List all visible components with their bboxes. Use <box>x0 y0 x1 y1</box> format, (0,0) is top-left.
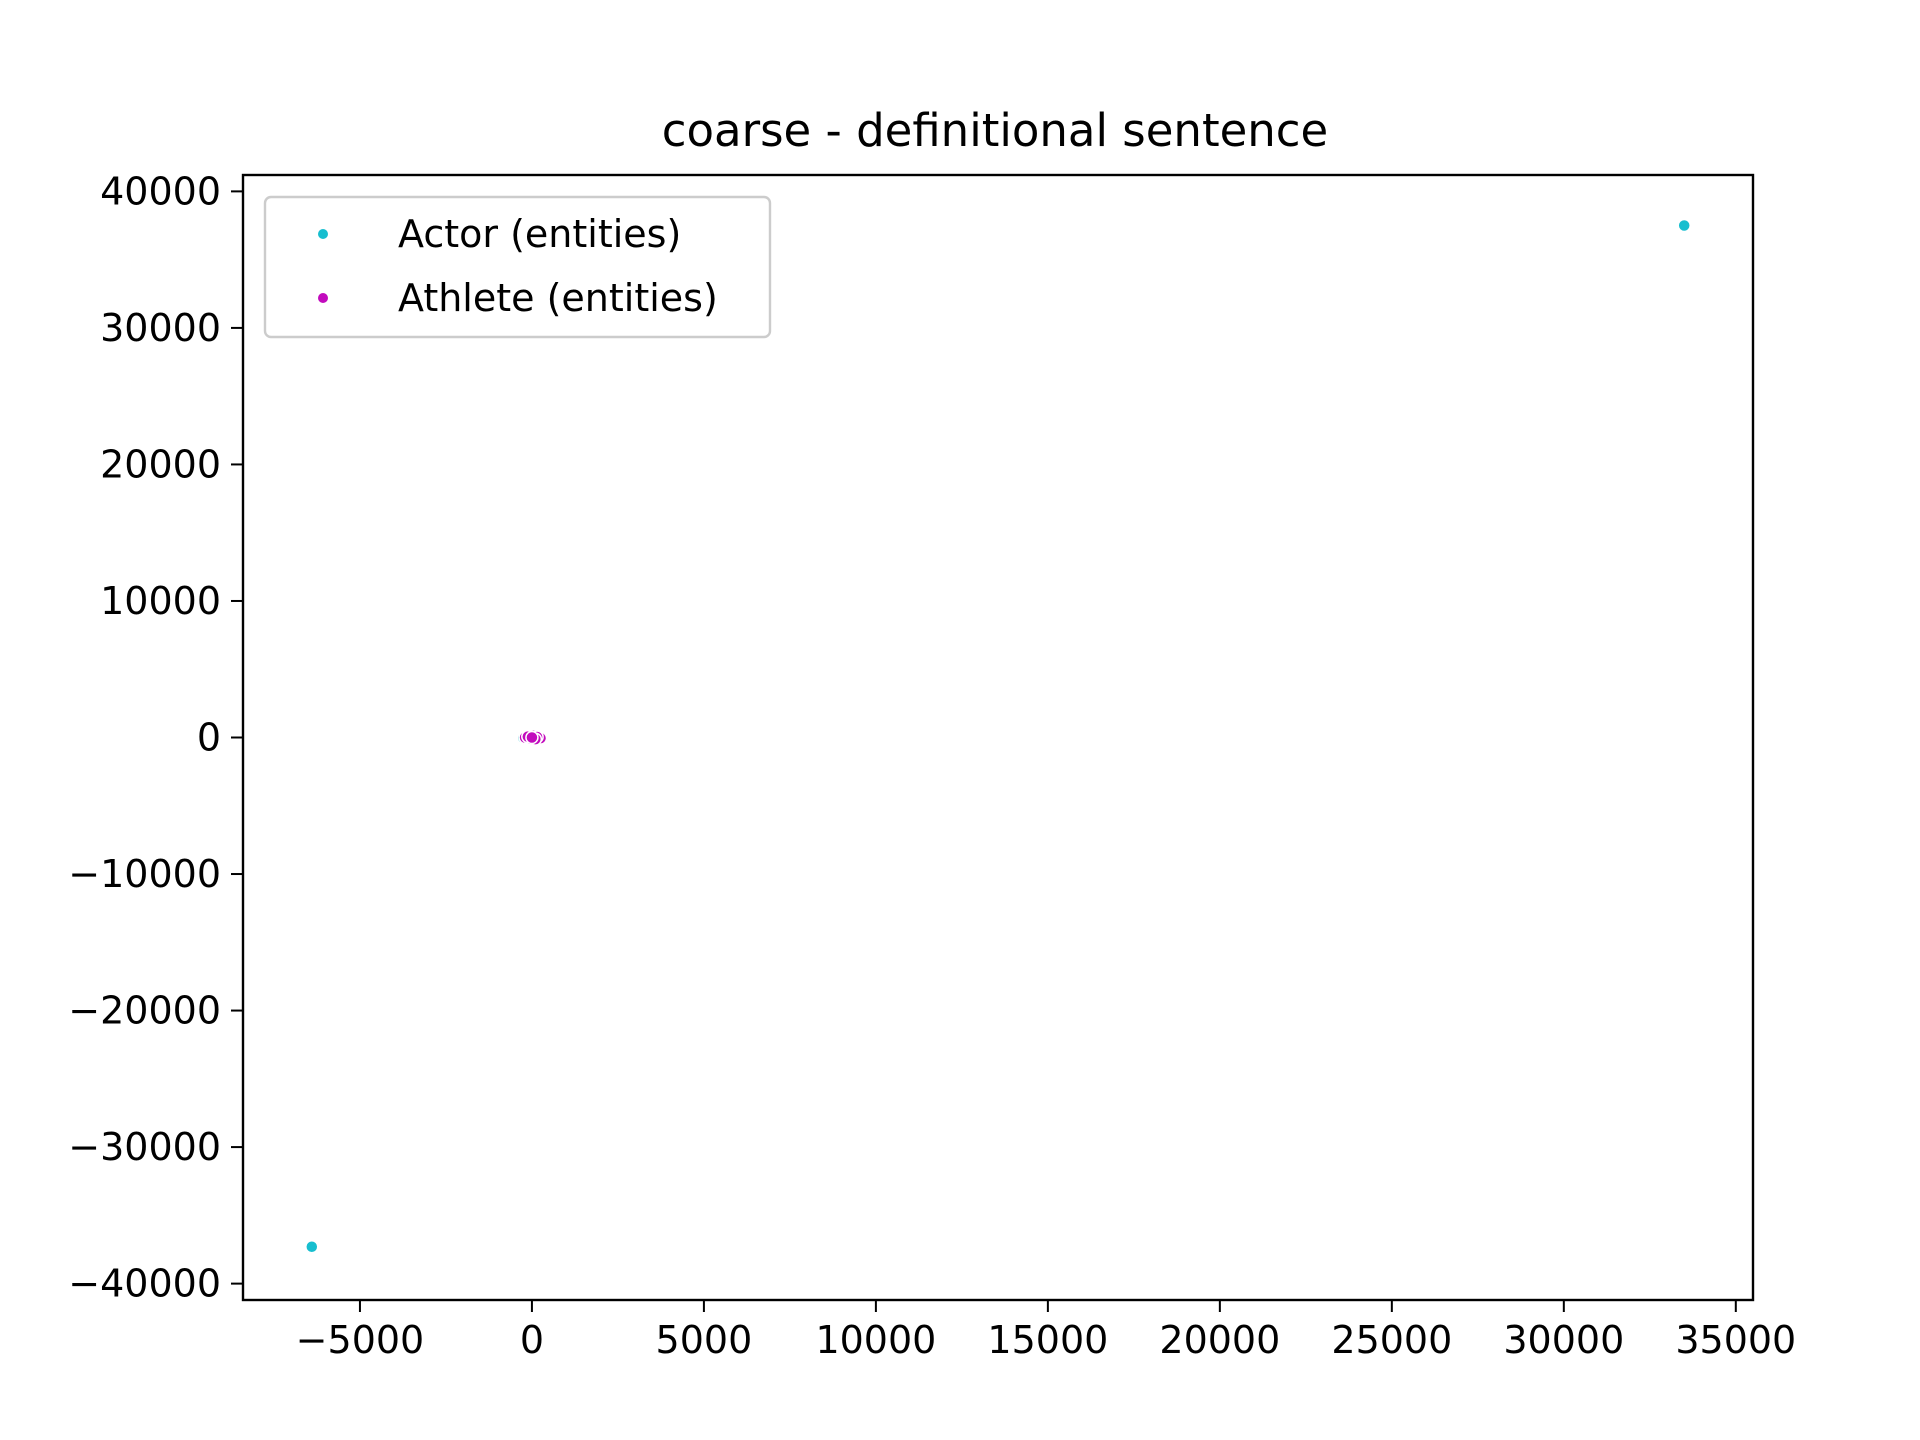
y-tick-label: −30000 <box>68 1125 221 1169</box>
y-tick-label: 10000 <box>100 579 221 623</box>
x-tick-label: 10000 <box>815 1318 936 1362</box>
legend: Actor (entities) Athlete (entities) <box>263 195 772 339</box>
data-point <box>1677 218 1691 233</box>
y-tick-label: 30000 <box>100 306 221 350</box>
legend-label: Actor (entities) <box>398 212 681 256</box>
x-tick-label: 25000 <box>1331 1318 1452 1362</box>
y-tick-label: −40000 <box>68 1262 221 1306</box>
x-tick-label: 5000 <box>656 1318 753 1362</box>
legend-marker <box>318 229 328 239</box>
x-tick-label: 35000 <box>1675 1318 1796 1362</box>
x-tick-label: 15000 <box>987 1318 1108 1362</box>
x-axis: −5000 0 5000 10000 15000 20000 25000 30000 35000 <box>296 1300 1796 1362</box>
legend-label: Athlete (entities) <box>398 276 718 320</box>
y-tick-label: 20000 <box>100 442 221 486</box>
y-tick-label: 40000 <box>100 169 221 213</box>
x-tick-label: −5000 <box>296 1318 425 1362</box>
y-tick-label: 0 <box>197 716 221 760</box>
legend-box <box>263 195 772 339</box>
y-axis: 40000 30000 20000 10000 0 −10000 −20000 −30000 −… <box>68 169 243 1306</box>
plot-frame <box>241 173 1755 1302</box>
y-tick-label: −10000 <box>68 852 221 896</box>
x-tick-label: 0 <box>520 1318 544 1362</box>
chart-title: coarse - definitional sentence <box>662 104 1328 157</box>
x-tick-label: 20000 <box>1159 1318 1280 1362</box>
data-point <box>525 730 539 745</box>
legend-marker <box>318 293 328 303</box>
x-tick-label: 30000 <box>1503 1318 1624 1362</box>
data-point <box>305 1240 319 1254</box>
y-tick-label: −20000 <box>68 989 221 1033</box>
plot-points <box>305 218 1691 1254</box>
